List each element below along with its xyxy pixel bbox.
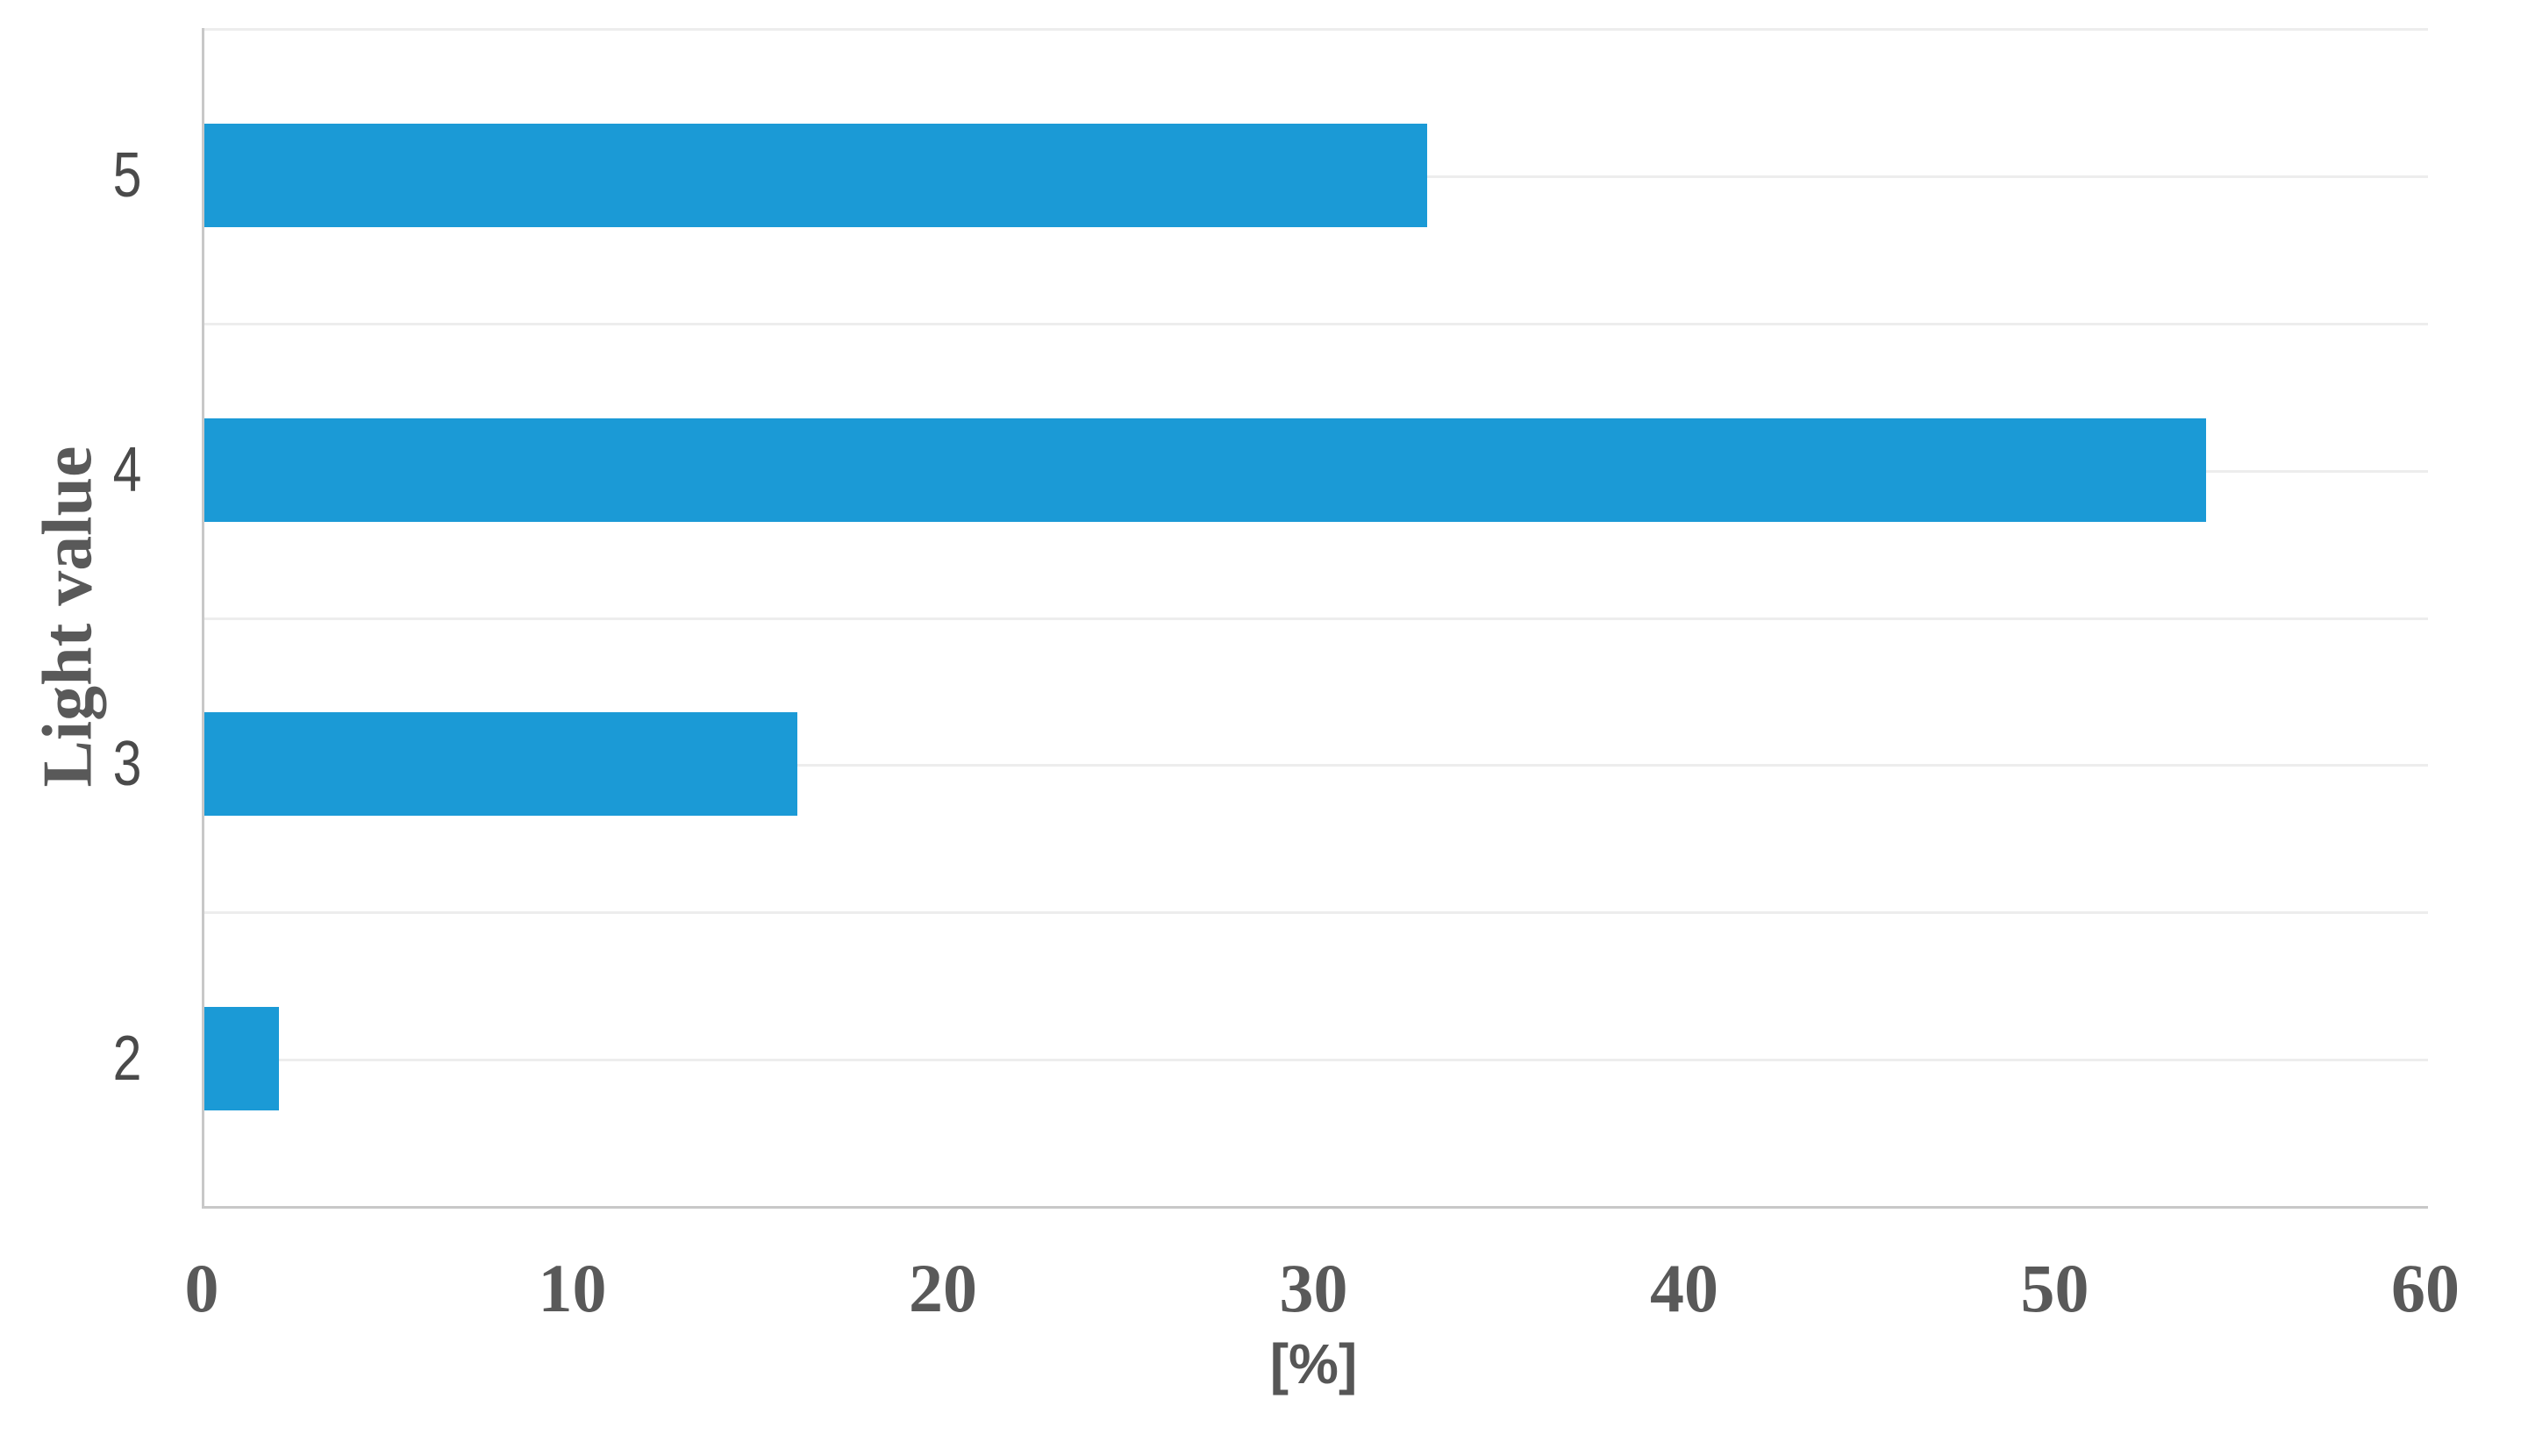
bar-light-value-4 (204, 418, 2206, 522)
x-tick-label: 40 (1650, 1250, 1718, 1326)
category-tick-label: 5 (112, 139, 142, 211)
x-tick-label: 60 (2391, 1250, 2460, 1326)
category-tick-label: 4 (112, 434, 142, 505)
x-tick-label: 0 (184, 1250, 219, 1326)
bar-light-value-2 (204, 1007, 279, 1111)
x-axis-label: [%] (1269, 1332, 1358, 1395)
horizontal-gridline (204, 28, 2428, 31)
y-axis-label: Light value (29, 446, 107, 788)
x-tick-label: 50 (2020, 1250, 2089, 1326)
category-tick-label: 3 (112, 729, 142, 800)
horizontal-gridline (204, 322, 2428, 325)
bar-light-value-3 (204, 712, 797, 817)
bar-light-value-5 (204, 123, 1428, 227)
x-tick-label: 30 (1279, 1250, 1348, 1326)
horizontal-gridline (204, 617, 2428, 620)
horizontal-gridline (204, 1059, 2428, 1062)
x-tick-label: 20 (909, 1250, 977, 1326)
plot-area (202, 28, 2428, 1209)
category-tick-label: 2 (112, 1024, 142, 1095)
horizontal-gridline (204, 764, 2428, 767)
x-tick-label: 10 (538, 1250, 607, 1326)
horizontal-gridline (204, 911, 2428, 915)
